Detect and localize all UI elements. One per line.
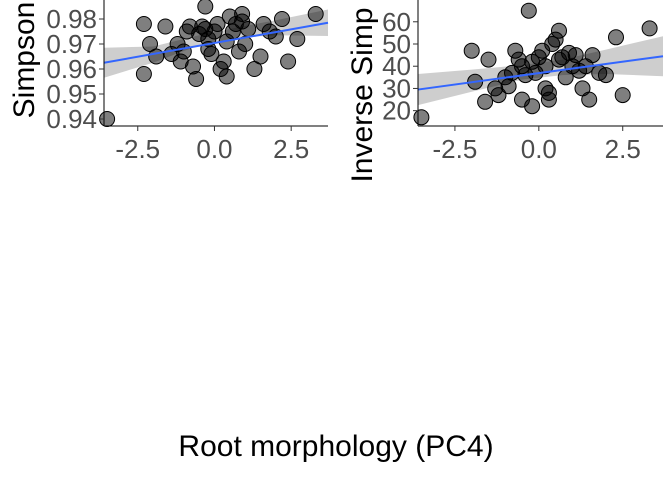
data-point <box>234 13 251 30</box>
data-point <box>209 16 226 32</box>
data-point <box>172 53 189 70</box>
data-point <box>197 0 214 15</box>
data-point <box>135 66 152 82</box>
data-point <box>252 48 269 65</box>
data-point <box>551 51 567 68</box>
data-point <box>608 29 624 46</box>
data-point <box>520 2 537 19</box>
x-tick-label: -2.5 <box>433 134 478 164</box>
y-tick-label: 0.96 <box>46 54 97 84</box>
data-point <box>188 71 205 87</box>
simpson-panel: 0.940.950.960.970.98 -2.5 0.0 2.5 Simpson <box>8 0 329 164</box>
y-axis-title: Simpson <box>8 2 41 119</box>
data-point <box>500 78 517 95</box>
x-tick-label: 0.0 <box>196 134 232 164</box>
y-tick-label: 0.97 <box>46 29 97 59</box>
x-tick-label: 2.5 <box>273 134 309 164</box>
data-point <box>581 91 598 108</box>
data-point <box>148 48 165 65</box>
y-tick-label: 0.95 <box>46 79 97 109</box>
data-point <box>490 87 507 104</box>
data-point <box>237 36 254 52</box>
y-tick-label: 60 <box>382 7 411 37</box>
data-point <box>218 68 235 85</box>
data-point <box>540 91 557 108</box>
data-point <box>537 58 554 75</box>
y-tick-label: 0.94 <box>46 104 97 134</box>
y-tick-label: 40 <box>382 51 411 81</box>
data-point <box>280 53 297 70</box>
y-tick-label: 0.98 <box>46 4 97 34</box>
y-tick-label: 20 <box>382 96 411 126</box>
y-axis-title: Inverse Simp <box>346 7 379 182</box>
data-point <box>597 67 614 84</box>
data-point <box>567 47 584 64</box>
trend-line <box>103 21 329 64</box>
data-point <box>274 11 290 27</box>
x-tick-label: -2.5 <box>115 134 160 164</box>
data-point <box>480 51 497 68</box>
data-point <box>307 6 324 22</box>
x-tick-label: 2.5 <box>605 134 641 164</box>
y-tick-label: 50 <box>382 29 411 59</box>
data-point <box>614 87 631 104</box>
data-point <box>215 53 232 70</box>
y-tick-label: 30 <box>382 73 411 103</box>
data-point <box>135 16 152 32</box>
data-point <box>413 109 430 126</box>
x-axis-title: Root morphology (PC4) <box>178 430 493 463</box>
data-point <box>157 18 174 35</box>
data-point <box>551 22 567 39</box>
x-tick-label: 0.0 <box>521 134 557 164</box>
trend-line <box>417 55 664 91</box>
data-point <box>524 98 541 115</box>
data-point <box>477 93 494 110</box>
data-point <box>289 31 306 47</box>
data-point <box>463 42 480 59</box>
data-point <box>641 20 658 37</box>
